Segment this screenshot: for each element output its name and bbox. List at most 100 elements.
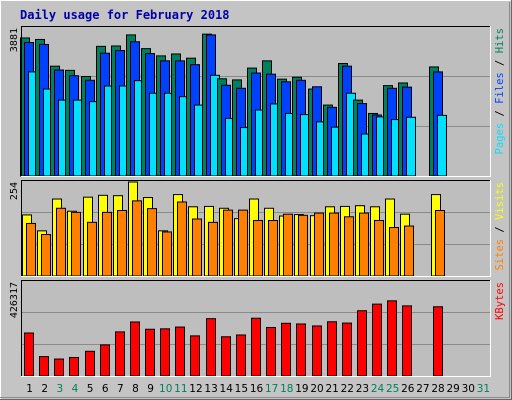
bar-sites-day-9 xyxy=(147,208,157,277)
bar-sites-day-1 xyxy=(26,222,36,277)
bar-kbytes-day-11 xyxy=(175,326,185,377)
x-tick-label-day-28: 28 xyxy=(431,383,444,395)
bar-sites-day-25 xyxy=(389,227,399,277)
bar-kbytes-day-1 xyxy=(24,332,34,377)
x-tick-label-day-15: 15 xyxy=(235,383,248,395)
x-tick-label-day-7: 7 xyxy=(117,383,124,395)
x-tick-label-day-24: 24 xyxy=(371,383,385,395)
bar-kbytes-day-2 xyxy=(39,356,49,377)
bar-kbytes-day-15 xyxy=(236,334,246,377)
x-tick-label-day-31: 31 xyxy=(477,383,490,395)
x-tick-label-day-6: 6 xyxy=(102,383,109,395)
bar-kbytes-day-9 xyxy=(145,328,155,377)
bar-sites-day-17 xyxy=(268,219,278,277)
bar-sites-day-26 xyxy=(404,225,414,277)
x-tick-label-day-29: 29 xyxy=(446,383,459,395)
bar-sites-day-24 xyxy=(374,219,384,277)
bar-sites-day-6 xyxy=(102,211,112,277)
bar-sites-day-13 xyxy=(208,221,218,277)
x-tick-label-day-26: 26 xyxy=(401,383,415,395)
bar-kbytes-day-20 xyxy=(312,325,322,377)
x-tick-label-day-23: 23 xyxy=(356,383,369,395)
x-tick-label-day-13: 13 xyxy=(204,383,217,395)
bar-kbytes-day-18 xyxy=(281,322,291,377)
legend-kbytes: KBytes xyxy=(494,282,506,320)
legend-item-pages-0: Pages xyxy=(494,123,506,155)
x-tick-label-day-5: 5 xyxy=(87,383,94,395)
x-tick-label-day-14: 14 xyxy=(220,383,234,395)
bar-sites-day-12 xyxy=(192,218,202,277)
bar-sites-day-8 xyxy=(132,200,142,277)
bar-sites-day-14 xyxy=(223,209,233,277)
x-tick-label-day-9: 9 xyxy=(147,383,154,395)
bar-kbytes-day-25 xyxy=(387,300,397,377)
bar-sites-day-22 xyxy=(344,216,354,277)
bar-kbytes-day-24 xyxy=(372,303,382,377)
legend-item-files-2: Files xyxy=(494,72,506,104)
x-tick-label-day-4: 4 xyxy=(72,383,79,395)
x-tick-label-day-10: 10 xyxy=(159,383,172,395)
bar-pages-day-28 xyxy=(437,114,447,177)
bar-kbytes-day-7 xyxy=(115,331,125,377)
x-tick-label-day-8: 8 xyxy=(132,383,139,395)
x-tick-label-day-30: 30 xyxy=(462,383,475,395)
bar-sites-day-5 xyxy=(87,221,97,277)
x-tick-label-day-1: 1 xyxy=(26,383,33,395)
bar-kbytes-day-22 xyxy=(342,322,352,377)
bar-sites-day-10 xyxy=(162,231,172,277)
bar-kbytes-day-23 xyxy=(357,310,367,377)
bar-kbytes-day-26 xyxy=(402,305,412,377)
x-tick-label-day-12: 12 xyxy=(189,383,202,395)
bar-kbytes-day-8 xyxy=(130,321,140,377)
chart-title: Daily usage for February 2018 xyxy=(20,8,230,22)
bar-sites-day-18 xyxy=(283,213,293,277)
bar-kbytes-day-16 xyxy=(251,317,261,377)
x-tick-label-day-27: 27 xyxy=(416,383,429,395)
bar-sites-day-15 xyxy=(238,209,248,277)
ymax-label-visits-sites: 254 xyxy=(9,182,20,200)
legend-visits-sites: Sites / Visits xyxy=(494,182,506,271)
bar-kbytes-day-28 xyxy=(433,306,443,377)
legend-item-kbytes-0: KBytes xyxy=(494,282,506,320)
x-tick-label-day-19: 19 xyxy=(295,383,308,395)
legend-item-separator-1: / xyxy=(494,104,506,123)
bar-kbytes-day-12 xyxy=(190,335,200,377)
legend-item-separator-3: / xyxy=(494,53,506,72)
bar-sites-day-16 xyxy=(253,219,263,277)
bar-kbytes-day-17 xyxy=(266,326,276,377)
x-tick-label-day-25: 25 xyxy=(386,383,399,395)
bar-kbytes-day-19 xyxy=(296,323,306,377)
x-tick-label-day-17: 17 xyxy=(265,383,278,395)
x-tick-label-day-21: 21 xyxy=(325,383,338,395)
x-tick-label-day-3: 3 xyxy=(56,383,63,395)
bar-sites-day-3 xyxy=(56,207,66,277)
bar-kbytes-day-5 xyxy=(85,350,95,377)
legend-hits-files-pages: Pages / Files / Hits xyxy=(494,28,506,154)
bar-kbytes-day-10 xyxy=(160,328,170,377)
bar-sites-day-19 xyxy=(298,214,308,277)
bar-sites-day-21 xyxy=(329,212,339,277)
x-tick-label-day-11: 11 xyxy=(174,383,187,395)
x-tick-label-day-20: 20 xyxy=(310,383,323,395)
x-tick-label-day-2: 2 xyxy=(41,383,48,395)
bar-sites-day-4 xyxy=(71,211,81,277)
bar-sites-day-20 xyxy=(314,212,324,277)
bar-kbytes-day-3 xyxy=(54,358,64,377)
bar-kbytes-day-6 xyxy=(100,344,110,377)
bar-kbytes-day-13 xyxy=(206,318,216,377)
ymax-label-hits-files-pages: 3881 xyxy=(9,28,20,52)
legend-item-separator-1: / xyxy=(494,220,506,239)
x-tick-label-day-22: 22 xyxy=(341,383,354,395)
bar-sites-day-23 xyxy=(359,212,369,277)
x-tick-label-day-16: 16 xyxy=(250,383,264,395)
x-tick-label-day-18: 18 xyxy=(280,383,293,395)
ymax-label-kbytes: 426317 xyxy=(9,282,20,318)
bar-sites-day-11 xyxy=(177,201,187,277)
bar-sites-day-2 xyxy=(41,234,51,277)
bar-sites-day-28 xyxy=(435,209,445,277)
legend-item-hits-4: Hits xyxy=(494,28,506,53)
legend-item-sites-0: Sites xyxy=(494,239,506,271)
bar-pages-day-26 xyxy=(406,116,416,177)
